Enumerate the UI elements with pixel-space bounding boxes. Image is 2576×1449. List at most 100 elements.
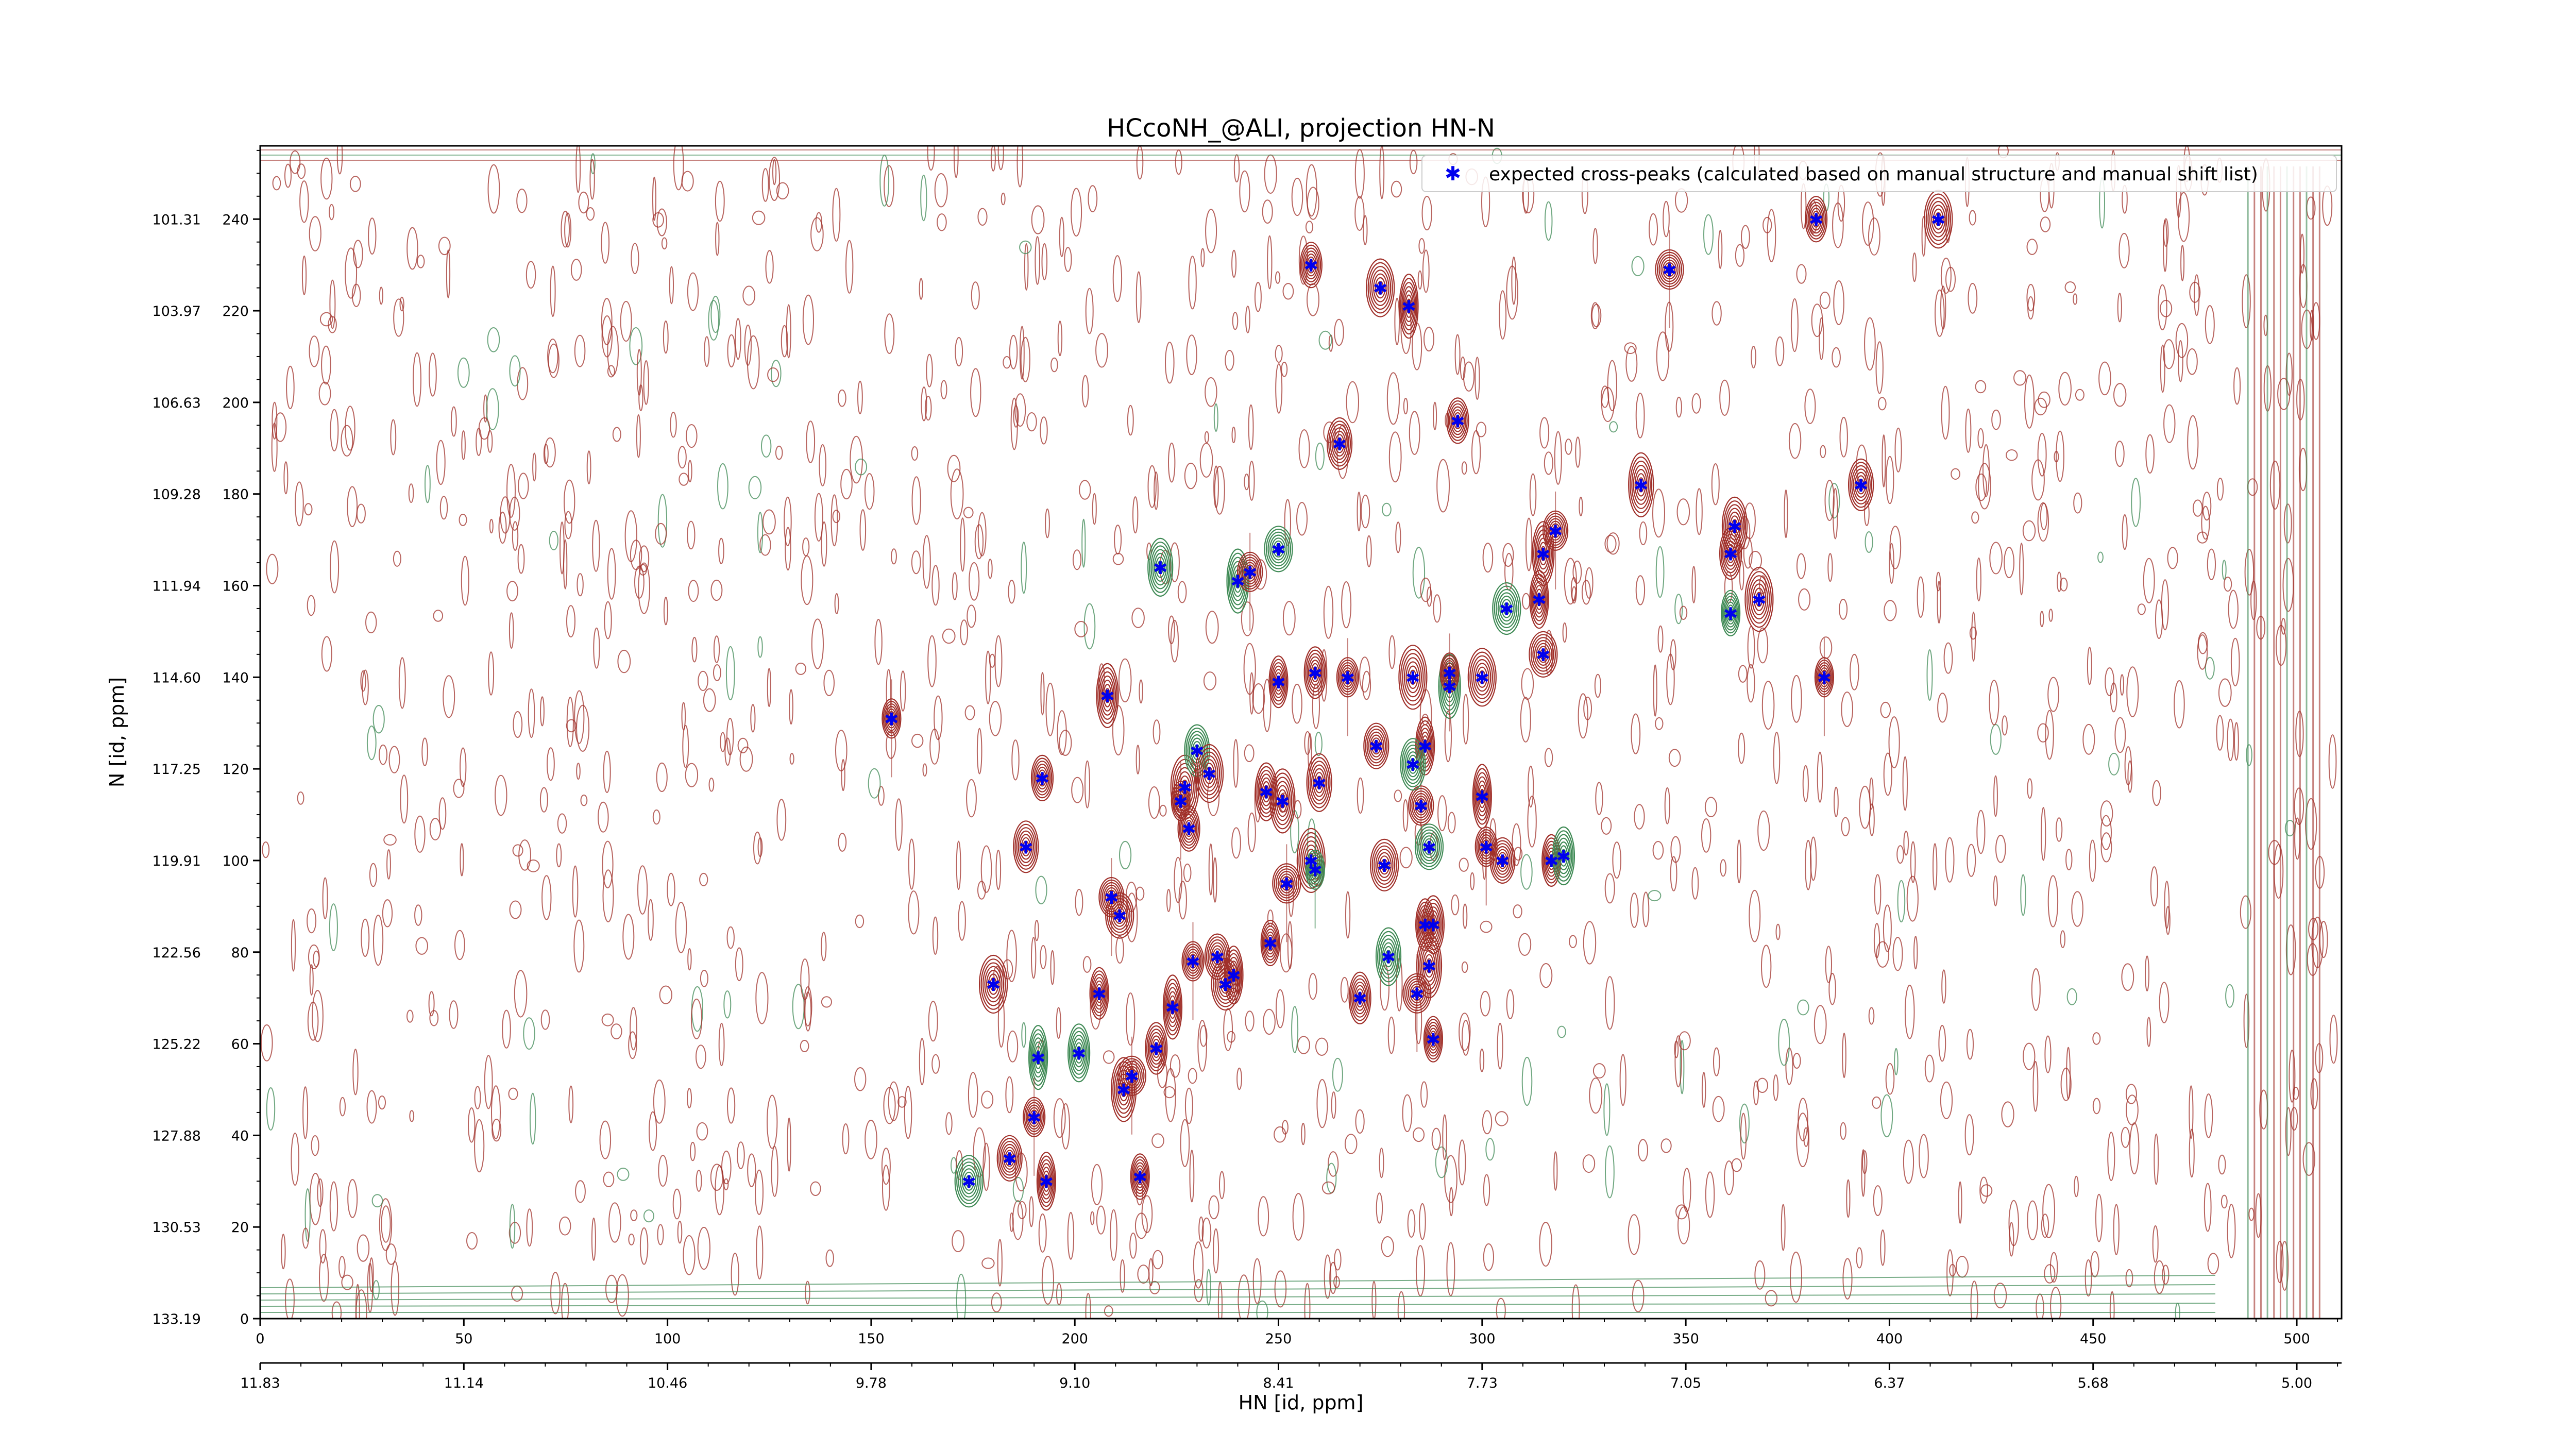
noise-contour [1590,302,1600,330]
noise-contour [1958,1181,1962,1224]
noise-contour [2145,434,2155,474]
cross-peak-marker: ✱ [1401,297,1416,317]
noise-contour [1711,463,1720,506]
noise-contour [1747,664,1755,703]
peak-contour [1132,1159,1148,1194]
noise-contour [1635,575,1646,605]
noise-contour [814,493,823,542]
noise-contour [831,494,838,547]
noise-contour [2041,807,2046,861]
peak-contour [1634,469,1648,501]
peak-contour [1269,659,1287,705]
peak-contour [1529,631,1558,678]
noise-contour [1889,543,1894,584]
noise-contour [2073,293,2078,305]
noise-contour [526,261,536,289]
noise-contour [686,424,698,448]
noise-contour [1355,1109,1365,1134]
noise-contour [1021,542,1027,594]
noise-contour [708,778,715,792]
noise-contour [735,318,741,360]
noise-contour [2244,549,2255,596]
peak-contour [1190,737,1204,764]
noise-contour [461,430,466,460]
noise-contour [886,731,896,759]
noise-contour [1312,683,1320,729]
noise-contour [549,531,558,550]
noise-contour [1634,804,1645,830]
noise-contour [1554,431,1562,485]
peak-contour [1927,197,1950,241]
cross-peak-marker: ✱ [1181,819,1196,840]
noise-contour [1711,301,1722,326]
noise-contour [821,932,827,962]
peak-contour [1308,259,1314,271]
noise-contour [989,701,1002,736]
noise-contour [1544,748,1553,767]
noise-contour [977,208,988,226]
peak-contour [1103,684,1112,707]
noise-contour [302,1086,309,1139]
noise-contour [688,580,699,602]
noise-contour [685,763,699,787]
peak-contour [1305,649,1326,696]
noise-contour [1244,744,1255,762]
noise-contour [720,732,726,752]
cross-peak-marker: ✱ [1039,1172,1054,1192]
noise-contour [1511,256,1517,305]
noise-contour [1791,675,1802,723]
noise-contour [2009,1222,2014,1257]
noise-contour [2230,637,2240,687]
ppm-tick-label: 11.83 [240,1375,280,1391]
peak-contour [1534,585,1545,614]
noise-contour [769,157,780,201]
noise-contour [2161,579,2169,631]
noise-contour [1581,580,1591,605]
peak-contour [1552,826,1575,886]
cross-peak-marker: ✱ [1226,966,1241,986]
noise-contour [2145,955,2149,991]
peak-contour [1206,766,1213,781]
noise-contour [1112,705,1125,756]
noise-contour [575,146,581,193]
peak-contour [1379,935,1398,979]
legend[interactable]: ✱ expected cross-peaks (calculated based… [1421,155,2337,192]
noise-contour [865,1120,877,1159]
cross-peak-marker: ✱ [1352,989,1367,1009]
peak-contour [1267,531,1290,567]
y-ppm-tick-label: 125.22 [152,1037,201,1053]
noise-contour [2189,1128,2195,1178]
noise-contour [599,1120,612,1159]
peak-contour [1532,637,1554,672]
peak-contour [954,1155,984,1208]
cross-peak-marker: ✱ [1243,563,1258,583]
peak-contour [1494,846,1511,875]
noise-contour [1333,1276,1340,1288]
noise-contour [1874,874,1882,915]
noise-contour [755,1169,764,1215]
peak-contour [1093,977,1106,1010]
peak-contour [1496,588,1518,629]
noise-contour [2189,1085,2194,1139]
noise-contour [657,1224,664,1245]
peak-contour [1275,543,1282,555]
noise-contour [2047,677,2060,712]
y-ppm-tick-label: 122.56 [152,945,201,961]
noise-contour [1976,810,1986,854]
noise-contour [388,746,400,773]
noise-contour [576,704,590,752]
noise-contour [1119,840,1132,870]
noise-contour [1902,756,1908,811]
noise-contour [1937,693,1948,723]
noise-contour [1188,256,1197,310]
cross-peak-marker: ✱ [1165,998,1180,1018]
noise-contour [1199,1025,1208,1047]
noise-contour [1413,1127,1425,1142]
noise-contour [1291,177,1303,216]
noise-contour [976,728,982,774]
peak-contour [1450,406,1465,435]
peak-contour [1274,781,1291,821]
noise-contour [713,664,721,681]
peak-contour [1097,667,1117,724]
noise-contour [548,343,560,378]
